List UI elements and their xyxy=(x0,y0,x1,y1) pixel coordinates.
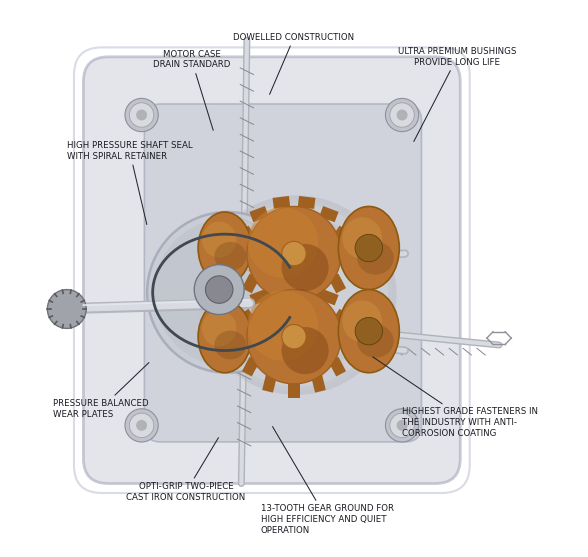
FancyBboxPatch shape xyxy=(329,273,346,294)
Text: ULTRA PREMIUM BUSHINGS
PROVIDE LONG LIFE: ULTRA PREMIUM BUSHINGS PROVIDE LONG LIFE xyxy=(398,47,517,141)
Text: HIGH PRESSURE SHAFT SEAL
WITH SPIRAL RETAINER: HIGH PRESSURE SHAFT SEAL WITH SPIRAL RET… xyxy=(67,141,192,224)
Circle shape xyxy=(248,290,318,361)
Circle shape xyxy=(355,317,383,345)
FancyBboxPatch shape xyxy=(249,289,269,305)
FancyBboxPatch shape xyxy=(273,279,290,292)
FancyBboxPatch shape xyxy=(333,226,353,244)
Ellipse shape xyxy=(202,310,236,346)
FancyBboxPatch shape xyxy=(83,57,460,483)
FancyBboxPatch shape xyxy=(333,309,353,328)
Circle shape xyxy=(125,99,158,131)
Circle shape xyxy=(129,103,154,127)
Circle shape xyxy=(147,212,308,373)
Circle shape xyxy=(282,241,306,266)
FancyBboxPatch shape xyxy=(242,356,259,377)
FancyBboxPatch shape xyxy=(319,289,339,305)
FancyBboxPatch shape xyxy=(273,196,290,209)
Circle shape xyxy=(248,207,318,278)
FancyBboxPatch shape xyxy=(319,206,339,222)
Ellipse shape xyxy=(338,207,399,290)
FancyBboxPatch shape xyxy=(232,333,251,353)
FancyBboxPatch shape xyxy=(235,309,255,328)
Ellipse shape xyxy=(198,212,251,284)
Circle shape xyxy=(136,110,147,120)
Circle shape xyxy=(154,219,301,366)
FancyBboxPatch shape xyxy=(262,291,277,310)
FancyBboxPatch shape xyxy=(262,374,277,393)
Circle shape xyxy=(247,290,341,384)
Ellipse shape xyxy=(342,300,382,342)
Circle shape xyxy=(390,413,415,438)
Circle shape xyxy=(386,409,419,442)
Ellipse shape xyxy=(198,301,251,373)
FancyBboxPatch shape xyxy=(337,250,356,270)
Circle shape xyxy=(390,103,415,127)
Ellipse shape xyxy=(357,325,394,358)
FancyBboxPatch shape xyxy=(235,226,255,244)
Text: HIGHEST GRADE FASTENERS IN
THE INDUSTRY WITH ANTI-
CORROSION COATING: HIGHEST GRADE FASTENERS IN THE INDUSTRY … xyxy=(373,357,538,438)
Ellipse shape xyxy=(357,241,394,275)
Circle shape xyxy=(205,276,233,304)
FancyBboxPatch shape xyxy=(337,333,356,353)
Ellipse shape xyxy=(338,290,399,373)
Text: MOTOR CASE
DRAIN STANDARD: MOTOR CASE DRAIN STANDARD xyxy=(153,50,230,130)
Text: PRESSURE BALANCED
WEAR PLATES: PRESSURE BALANCED WEAR PLATES xyxy=(53,363,149,419)
Circle shape xyxy=(396,110,407,120)
Circle shape xyxy=(247,207,341,301)
Circle shape xyxy=(213,212,380,378)
FancyBboxPatch shape xyxy=(289,298,299,315)
FancyBboxPatch shape xyxy=(298,279,315,292)
Circle shape xyxy=(194,265,244,315)
Circle shape xyxy=(125,409,158,442)
FancyBboxPatch shape xyxy=(232,250,251,270)
FancyBboxPatch shape xyxy=(298,196,315,209)
FancyBboxPatch shape xyxy=(289,381,299,398)
Circle shape xyxy=(355,234,383,262)
Circle shape xyxy=(396,420,407,431)
Text: DOWELLED CONSTRUCTION: DOWELLED CONSTRUCTION xyxy=(233,33,355,94)
Circle shape xyxy=(48,290,86,329)
Ellipse shape xyxy=(342,217,382,259)
FancyBboxPatch shape xyxy=(311,291,326,310)
Circle shape xyxy=(129,413,154,438)
Text: OPTI-GRIP TWO-PIECE
CAST IRON CONSTRUCTION: OPTI-GRIP TWO-PIECE CAST IRON CONSTRUCTI… xyxy=(126,438,246,502)
Ellipse shape xyxy=(214,331,246,359)
Circle shape xyxy=(282,325,306,349)
FancyBboxPatch shape xyxy=(242,273,259,294)
Circle shape xyxy=(282,244,329,291)
Ellipse shape xyxy=(202,222,236,258)
FancyBboxPatch shape xyxy=(311,374,326,393)
FancyBboxPatch shape xyxy=(249,206,269,222)
FancyBboxPatch shape xyxy=(329,356,346,377)
Ellipse shape xyxy=(214,242,246,271)
Text: 13-TOOTH GEAR GROUND FOR
HIGH EFFICIENCY AND QUIET
OPERATION: 13-TOOTH GEAR GROUND FOR HIGH EFFICIENCY… xyxy=(260,427,394,535)
Circle shape xyxy=(136,420,147,431)
FancyBboxPatch shape xyxy=(145,104,422,442)
Circle shape xyxy=(386,99,419,131)
Circle shape xyxy=(282,327,329,374)
